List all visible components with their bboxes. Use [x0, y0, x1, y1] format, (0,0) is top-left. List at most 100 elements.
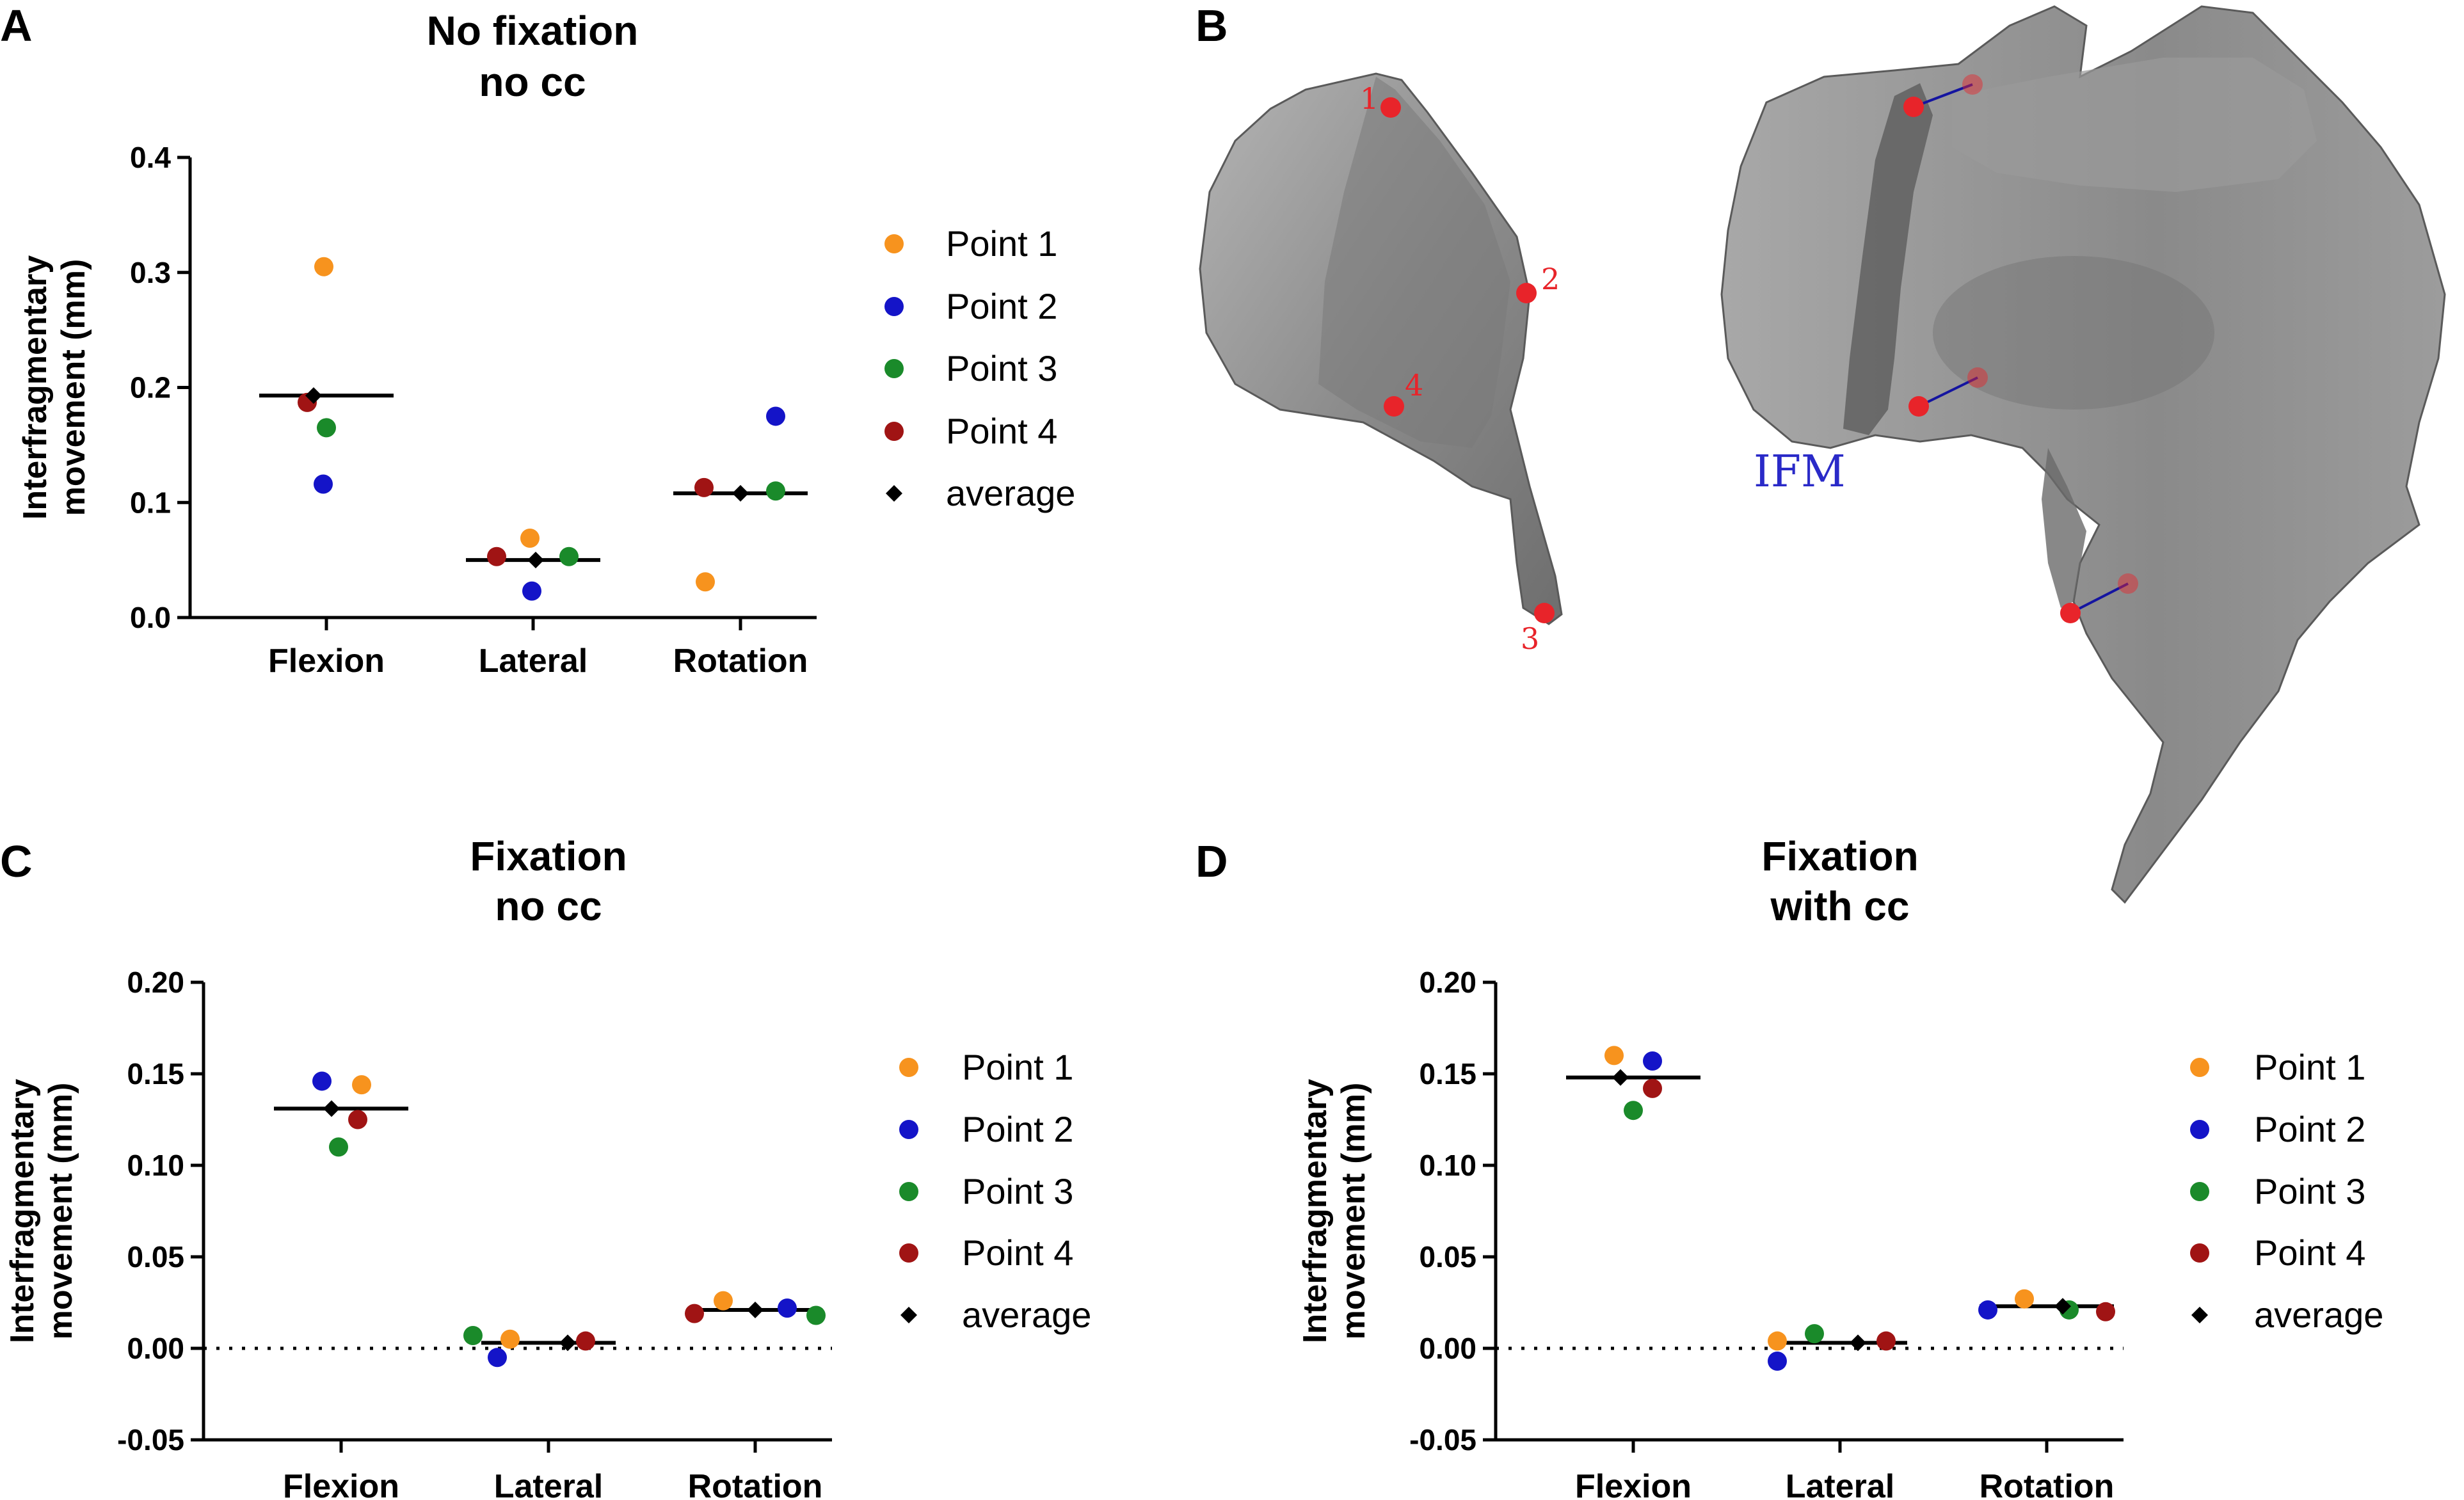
chart-a-legend-label-4: Point 4: [946, 411, 1057, 451]
chart-c-legend-label-3: Point 3: [962, 1171, 1073, 1211]
fragment-point-4-label: 4: [1405, 368, 1423, 403]
chart-d-point-3-lateral: [1805, 1324, 1824, 1344]
chart-c-category-label-2: Rotation: [688, 1468, 823, 1500]
chart-d-legend-swatch-2: [2190, 1120, 2209, 1139]
chart-d-title-line-2: with cc: [1770, 883, 1910, 929]
chart-c-ytick-label-5: 0.20: [127, 966, 184, 999]
chart-c-average-marker-lateral: [559, 1334, 576, 1352]
vertebra-process: [1952, 58, 2317, 192]
bone-fragment-face: [1318, 77, 1510, 448]
panel-letter-c: C: [0, 836, 33, 886]
chart-d-category-label-2: Rotation: [1980, 1468, 2115, 1500]
chart-a-average-marker-flexion: [305, 387, 322, 404]
chart-d-ylabel-line-2: movement (mm): [1335, 1083, 1372, 1340]
vertebra-body-face: [1843, 83, 1933, 435]
panel-letter-d: D: [1196, 836, 1228, 886]
chart-c-average-marker-rotation: [747, 1301, 764, 1318]
chart-a-point-2-rotation: [766, 406, 785, 426]
chart-a-title-line-2: no cc: [479, 59, 586, 105]
chart-d-legend-label-4: Point 4: [2254, 1233, 2365, 1273]
chart-a-point-4-rotation: [694, 477, 714, 497]
chart-c-ytick-label-4: 0.15: [127, 1057, 184, 1090]
chart-a-legend-swatch-3: [884, 359, 904, 378]
chart-c-legend-swatch-average: [900, 1307, 917, 1323]
chart-c-point-4-lateral: [576, 1331, 595, 1351]
chart-c-legend-label-5: average: [962, 1295, 1091, 1335]
fragment-point-1-label: 1: [1360, 81, 1379, 116]
chart-d-point-2-flexion: [1643, 1051, 1662, 1071]
chart-panel-a: No fixation no cc Interfragmentary movement…: [17, 8, 1075, 680]
chart-d-average-marker-lateral: [1850, 1334, 1866, 1352]
chart-d-legend-label-3: Point 3: [2254, 1171, 2365, 1211]
chart-c-legend-label-4: Point 4: [962, 1233, 1073, 1273]
fragment-point-1-marker: [1380, 97, 1401, 118]
ifm-arrow-3: [2070, 582, 2129, 614]
panel-letter-a: A: [0, 1, 33, 51]
chart-d-point-4-lateral: [1876, 1331, 1896, 1351]
chart-a-title-line-1: No fixation: [427, 8, 639, 54]
chart-a-average-marker-rotation: [732, 484, 749, 502]
chart-c-ylabel-line-1: Interfragmentary: [4, 1079, 41, 1343]
chart-d-point-1-rotation: [2015, 1289, 2034, 1309]
chart-d-ytick-label-5: 0.20: [1419, 966, 1476, 999]
chart-c-ytick-label-3: 0.10: [127, 1149, 184, 1182]
chart-c-point-2-rotation: [778, 1298, 797, 1318]
ifm-label: IFM: [1754, 447, 1846, 497]
chart-c-ytick-label-0: -0.05: [117, 1423, 184, 1456]
chart-c-legend-swatch-1: [899, 1058, 918, 1077]
ifm-arrow-2: [1918, 376, 1978, 408]
ifm-point-3-near: [2060, 603, 2081, 623]
chart-d-point-3-flexion: [1624, 1101, 1643, 1121]
chart-a-category-label-2: Rotation: [673, 642, 808, 680]
chart-d-legend-label-1: Point 1: [2254, 1047, 2365, 1087]
chart-c-title-line-2: no cc: [495, 883, 602, 929]
chart-c-point-2-lateral: [488, 1348, 507, 1368]
ifm-point-2-far: [1967, 367, 1988, 388]
chart-c-point-4-flexion: [348, 1110, 367, 1129]
chart-d-legend-label-2: Point 2: [2254, 1109, 2365, 1149]
chart-d-average-marker-rotation: [2054, 1298, 2071, 1315]
chart-d-point-1-flexion: [1604, 1046, 1624, 1065]
chart-a-category-label-1: Lateral: [479, 642, 588, 680]
chart-a-average-marker-lateral: [527, 552, 544, 569]
chart-c-point-3-rotation: [806, 1305, 826, 1325]
chart-a-ytick-label-4: 0.4: [130, 141, 171, 174]
chart-d-legend-label-5: average: [2254, 1295, 2383, 1335]
chart-d-ytick-label-3: 0.10: [1419, 1149, 1476, 1182]
chart-a-point-3-flexion: [317, 418, 336, 438]
chart-a-point-2-flexion: [314, 474, 333, 494]
chart-d-ytick-label-4: 0.15: [1419, 1057, 1476, 1090]
chart-c-point-1-lateral: [500, 1329, 520, 1349]
chart-c-ytick-label-1: 0.00: [127, 1332, 184, 1365]
chart-c-category-label-1: Lateral: [494, 1468, 604, 1500]
chart-a-point-1-rotation: [696, 572, 715, 592]
chart-a-ytick-label-0: 0.0: [130, 601, 171, 634]
ifm-point-1-far: [1962, 74, 1983, 95]
chart-c-legend-label-1: Point 1: [962, 1047, 1073, 1087]
vertebra-shadow: [1933, 256, 2214, 410]
chart-c-point-2-flexion: [312, 1071, 332, 1091]
chart-a-point-1-lateral: [520, 528, 540, 548]
chart-c-point-3-flexion: [329, 1137, 348, 1157]
ifm-point-2-near: [1908, 396, 1929, 417]
fragment-point-4-marker: [1384, 396, 1404, 417]
chart-d-legend-swatch-4: [2190, 1243, 2209, 1263]
chart-a-ylabel-line-2: movement (mm): [55, 259, 92, 516]
chart-d-point-4-flexion: [1643, 1078, 1662, 1098]
chart-d-average-marker-flexion: [1612, 1069, 1629, 1086]
chart-d-legend-swatch-3: [2190, 1182, 2209, 1201]
fragment-point-3-label: 3: [1521, 621, 1539, 656]
chart-a-legend-swatch-2: [884, 297, 904, 316]
chart-a-legend-label-3: Point 3: [946, 348, 1057, 388]
panel-letter-b: B: [1196, 1, 1228, 51]
chart-c-ylabel-line-2: movement (mm): [42, 1083, 79, 1340]
chart-c-average-marker-flexion: [323, 1100, 340, 1117]
chart-a-ytick-label-2: 0.2: [130, 371, 171, 404]
ifm-arrow-1: [1913, 83, 1973, 108]
chart-a-legend-label-1: Point 1: [946, 223, 1057, 264]
chart-c-point-3-lateral: [463, 1325, 483, 1345]
chart-d-category-label-1: Lateral: [1786, 1468, 1895, 1500]
